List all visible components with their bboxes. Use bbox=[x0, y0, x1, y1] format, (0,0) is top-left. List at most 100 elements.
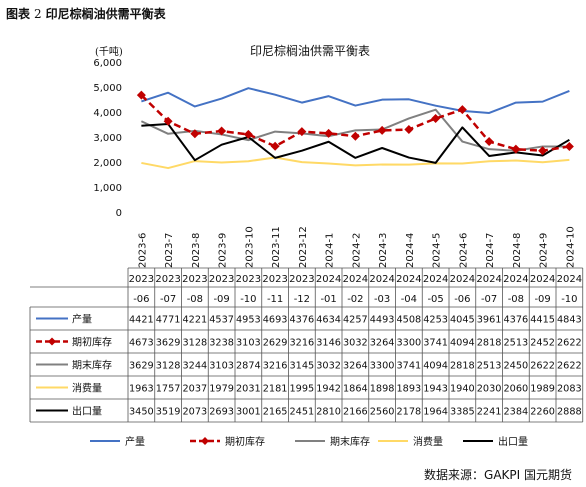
table-year: 2024 bbox=[450, 274, 475, 285]
x-tick-label: 2023-12 bbox=[298, 226, 309, 268]
table-cell-value: 2450 bbox=[504, 361, 529, 372]
table-cell-value: 1940 bbox=[450, 384, 475, 395]
table-year: 2023 bbox=[129, 274, 154, 285]
table-cell-value: 4376 bbox=[290, 315, 315, 326]
table-cell-value: 3300 bbox=[397, 338, 422, 349]
table-year: 2024 bbox=[369, 274, 394, 285]
x-tick-label: 2024-6 bbox=[458, 233, 469, 268]
chart-title: 印尼棕榈油供需平衡表 bbox=[250, 43, 370, 58]
table-cell-value: 2165 bbox=[263, 407, 288, 418]
y-ticks: 0 1,000 2,000 3,000 4,000 5,000 6,000 bbox=[93, 58, 122, 219]
legend-label: 消费量 bbox=[413, 435, 443, 448]
table-month: -09 bbox=[213, 294, 229, 305]
table-cell-value: 3741 bbox=[423, 338, 448, 349]
table-year: 2023 bbox=[289, 274, 314, 285]
series-line bbox=[141, 123, 570, 164]
x-tick-label: 2024-3 bbox=[378, 233, 389, 268]
table-cell-value: 2384 bbox=[504, 407, 529, 418]
x-tick-label: 2023-9 bbox=[218, 233, 229, 268]
table-cell-value: 4376 bbox=[504, 315, 529, 326]
data-point bbox=[564, 141, 574, 151]
table-cell-value: 1979 bbox=[209, 384, 234, 395]
table-series-name: 期初库存 bbox=[72, 336, 112, 349]
table-month: -12 bbox=[294, 294, 310, 305]
table-month: -08 bbox=[508, 294, 524, 305]
table-year: 2024 bbox=[530, 274, 555, 285]
table-cell-value: 1942 bbox=[316, 384, 341, 395]
y-tick-label: 5,000 bbox=[93, 83, 122, 94]
table-month: -06 bbox=[133, 294, 149, 305]
data-point bbox=[404, 125, 414, 134]
x-tick-label: 2024-8 bbox=[512, 233, 523, 268]
table-cell-value: 2622 bbox=[557, 361, 582, 372]
table-cell-value: 4693 bbox=[263, 315, 288, 326]
data-table: 2023-062023-072023-082023-092023-102023-… bbox=[29, 267, 584, 423]
table-cell-value: 2031 bbox=[236, 384, 261, 395]
x-tick-label: 2024-1 bbox=[325, 233, 336, 268]
table-cell-value: 4045 bbox=[450, 315, 475, 326]
table-cell-value: 3103 bbox=[236, 338, 261, 349]
table-month: -02 bbox=[347, 294, 363, 305]
caption-prefix: 图表 bbox=[6, 7, 31, 21]
x-tick-label: 2024-4 bbox=[405, 233, 416, 268]
table-cell-value: 3244 bbox=[183, 361, 208, 372]
table-cell-value: 2260 bbox=[530, 407, 555, 418]
table-cell-value: 3103 bbox=[209, 361, 234, 372]
legend-label: 产量 bbox=[125, 435, 145, 448]
table-cell-value: 3629 bbox=[129, 361, 154, 372]
series-line bbox=[140, 108, 570, 152]
data-point bbox=[431, 113, 441, 123]
table-cell-value: 2874 bbox=[236, 361, 261, 372]
table-cell-value: 1943 bbox=[423, 384, 448, 395]
table-cell-value: 2888 bbox=[557, 407, 582, 418]
table-cell-value: 4508 bbox=[397, 315, 422, 326]
table-cell-value: 3128 bbox=[183, 338, 208, 349]
table-cell-value: 2622 bbox=[530, 361, 555, 372]
y-tick-label: 2,000 bbox=[93, 158, 122, 169]
table-month: -10 bbox=[240, 294, 256, 305]
y-tick-label: 6,000 bbox=[93, 58, 122, 69]
table-cell-value: 3128 bbox=[156, 361, 181, 372]
table-cell-value: 4094 bbox=[423, 361, 448, 372]
table-cell-value: 2452 bbox=[530, 338, 555, 349]
table-cell-value: 2693 bbox=[209, 407, 234, 418]
y-tick-label: 1,000 bbox=[93, 183, 122, 194]
x-tick-label: 2024-7 bbox=[485, 233, 496, 268]
y-axis-label: (千吨) bbox=[95, 45, 123, 58]
table-cell-value: 4537 bbox=[209, 315, 234, 326]
data-point bbox=[243, 129, 253, 139]
x-tick-label: 2023-11 bbox=[271, 226, 282, 268]
table-month: -07 bbox=[160, 294, 176, 305]
table-cell-value: 1989 bbox=[530, 384, 555, 395]
x-tick-label: 2024-2 bbox=[351, 233, 362, 268]
table-cell-value: 2629 bbox=[263, 338, 288, 349]
table-cell-value: 2030 bbox=[477, 384, 502, 395]
legend-label: 期末库存 bbox=[330, 435, 370, 448]
figure-caption: 图表 2 印尼棕榈油供需平衡表 bbox=[6, 5, 166, 22]
table-month: -09 bbox=[534, 294, 550, 305]
table-cell-value: 3216 bbox=[290, 338, 315, 349]
table-series-name: 期末库存 bbox=[72, 359, 112, 372]
table-cell-value: 2178 bbox=[397, 407, 422, 418]
data-point bbox=[190, 129, 200, 139]
table-cell-value: 2513 bbox=[477, 361, 502, 372]
data-point bbox=[457, 105, 467, 115]
x-tick-label: 2023-6 bbox=[137, 233, 148, 268]
data-point bbox=[270, 141, 280, 151]
table-cell-value: 3629 bbox=[156, 338, 181, 349]
table-year: 2023 bbox=[262, 274, 287, 285]
table-year: 2024 bbox=[423, 274, 448, 285]
table-cell-value: 2060 bbox=[504, 384, 529, 395]
x-tick-label: 2024-9 bbox=[539, 233, 550, 268]
table-series-name: 出口量 bbox=[72, 405, 102, 418]
table-cell-value: 3146 bbox=[316, 338, 341, 349]
x-tick-label: 2023-7 bbox=[164, 233, 175, 268]
table-year: 2024 bbox=[343, 274, 368, 285]
legend-label: 出口量 bbox=[498, 435, 528, 448]
table-cell-value: 3032 bbox=[343, 338, 368, 349]
table-month: -01 bbox=[320, 294, 336, 305]
table-year: 2024 bbox=[316, 274, 341, 285]
table-year: 2023 bbox=[182, 274, 207, 285]
table-year: 2024 bbox=[396, 274, 421, 285]
table-cell-value: 3264 bbox=[370, 338, 395, 349]
